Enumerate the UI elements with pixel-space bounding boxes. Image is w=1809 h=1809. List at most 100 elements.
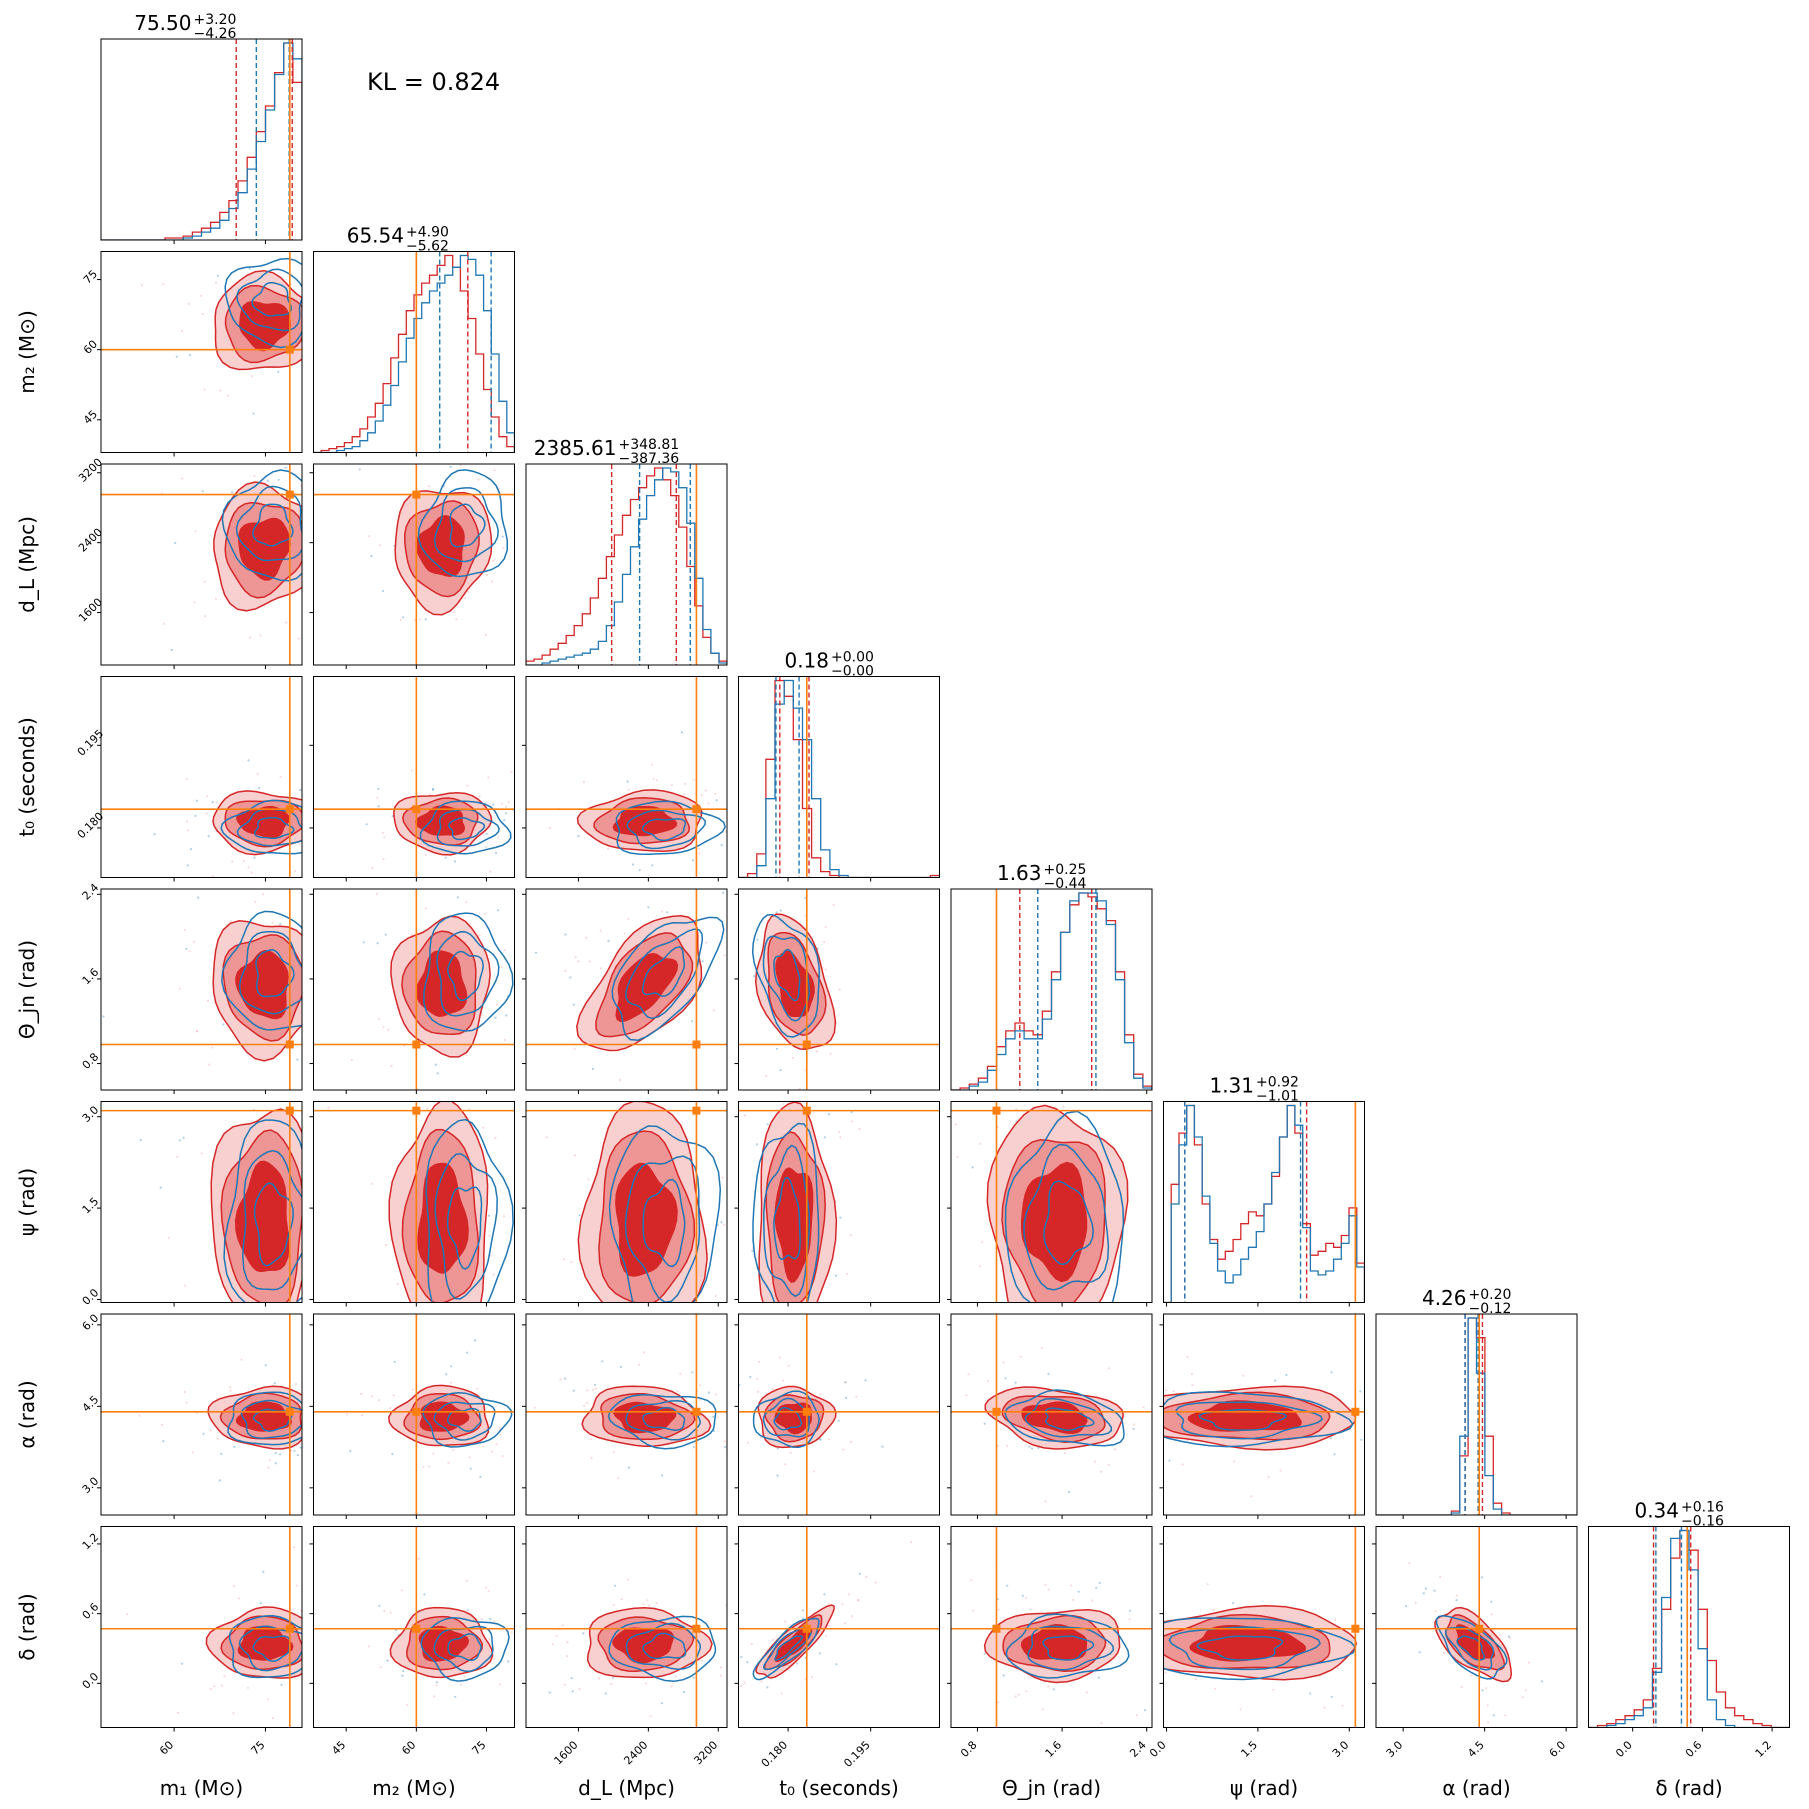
sample-point (465, 1351, 469, 1354)
x-tick-label-m2: 45 (329, 1738, 348, 1757)
sample-point (378, 1604, 381, 1607)
y-tick-label-delta: 0.6 (80, 1600, 102, 1622)
sample-point (383, 836, 386, 839)
contour-blue-middle (1175, 1401, 1324, 1440)
contour-blue-middle (433, 1401, 496, 1441)
title-median-theta_jn: 1.63 (997, 861, 1042, 885)
sample-point (424, 853, 427, 856)
sample-point (325, 1414, 327, 1416)
sample-point (379, 345, 381, 347)
sample-point (591, 1388, 595, 1391)
panel-frame (738, 888, 940, 1091)
sample-point (1455, 1594, 1458, 1597)
sample-point (1098, 1581, 1101, 1584)
panel-delta-vs-delta: 0.34 +0.16−0.16 0.0 0.6 1.2 (1588, 1499, 1790, 1760)
sample-point (337, 987, 339, 989)
sample-point (573, 1154, 577, 1157)
sample-point (484, 846, 487, 849)
sample-point (197, 896, 200, 899)
sample-point (967, 1380, 969, 1382)
panel-alpha-vs-psi (967, 1313, 1365, 1519)
sample-point (723, 1440, 726, 1443)
sample-point (599, 929, 602, 932)
sample-point (489, 870, 492, 873)
sample-point (1323, 1706, 1326, 1709)
sample-point (1394, 1640, 1396, 1642)
sample-point (392, 883, 394, 885)
sample-point (850, 1111, 853, 1114)
sample-point (167, 1236, 170, 1239)
sample-point (393, 1360, 396, 1363)
sample-point (479, 1475, 482, 1478)
sample-point (719, 1674, 723, 1677)
sample-point (585, 936, 588, 940)
sample-point (532, 831, 534, 833)
sample-point (495, 851, 498, 855)
y-axis-label-alpha: α (rad) (15, 1380, 39, 1448)
truth-marker (992, 1624, 1001, 1633)
sample-point (390, 1379, 392, 1381)
sample-point (832, 903, 835, 907)
sample-point (386, 1631, 388, 1633)
sample-point (492, 803, 495, 806)
sample-point (778, 1363, 780, 1365)
sample-point (1455, 1599, 1458, 1602)
sample-point (277, 478, 280, 481)
sample-point (845, 1272, 849, 1275)
contour-blue-outer (752, 1617, 820, 1681)
sample-point (787, 1080, 789, 1082)
truth-marker (692, 1106, 701, 1115)
panel-alpha-vs-m2 (309, 1313, 515, 1519)
sample-point (209, 1688, 212, 1691)
sample-point (519, 968, 521, 970)
y-tick-label-psi: 1.5 (80, 1195, 102, 1217)
panel-m2-vs-m2: 65.54 +4.90−5.62 (313, 224, 515, 457)
sample-point (603, 1318, 605, 1320)
sample-point (743, 1114, 747, 1117)
sample-point (1470, 1674, 1473, 1677)
x-axis-label-theta_jn: Θ_jn (rad) (1002, 1776, 1101, 1800)
sample-point (350, 1059, 353, 1062)
sample-point (402, 1669, 405, 1673)
sample-point (802, 1617, 805, 1620)
sample-point (229, 1386, 232, 1389)
sample-point (469, 922, 472, 925)
sample-point (1002, 1361, 1005, 1364)
sample-point (1087, 1603, 1089, 1605)
sample-point (211, 801, 214, 804)
sample-point (815, 1322, 817, 1324)
panel-frame (525, 676, 728, 878)
sample-point (223, 1675, 226, 1678)
sample-point (1124, 1454, 1126, 1456)
sample-point (1152, 1630, 1154, 1632)
sample-point (138, 1414, 141, 1417)
sample-point (327, 1106, 330, 1109)
sample-point (815, 1050, 819, 1053)
sample-point (258, 1366, 260, 1368)
sample-point (813, 1310, 815, 1312)
sample-point (369, 1179, 371, 1181)
sample-point (487, 1589, 490, 1592)
sample-point (1132, 1427, 1135, 1431)
sample-point (181, 329, 184, 332)
x-tick-label-m2: 60 (399, 1738, 418, 1757)
contour-blue-outer (611, 916, 725, 1041)
panel-frame (1163, 1101, 1365, 1303)
sample-point (427, 485, 431, 488)
x-tick-label-psi: 3.0 (1330, 1738, 1352, 1760)
sample-point (254, 900, 257, 903)
sample-point (839, 1216, 842, 1219)
sample-point (316, 515, 318, 517)
y-tick-label-delta: 1.2 (80, 1531, 102, 1553)
x-tick-label-dL: 1600 (552, 1738, 581, 1767)
contour-blue-middle (624, 1155, 701, 1303)
sample-point (845, 1396, 848, 1399)
contour-blue-middle (625, 928, 704, 1020)
sample-point (250, 449, 252, 451)
sample-point (740, 1684, 743, 1688)
sample-point (299, 1446, 302, 1449)
sample-point (1160, 1443, 1162, 1445)
sample-point (231, 491, 234, 494)
contour-blue-middle (763, 1144, 811, 1298)
contour-blue-middle (242, 1149, 302, 1291)
